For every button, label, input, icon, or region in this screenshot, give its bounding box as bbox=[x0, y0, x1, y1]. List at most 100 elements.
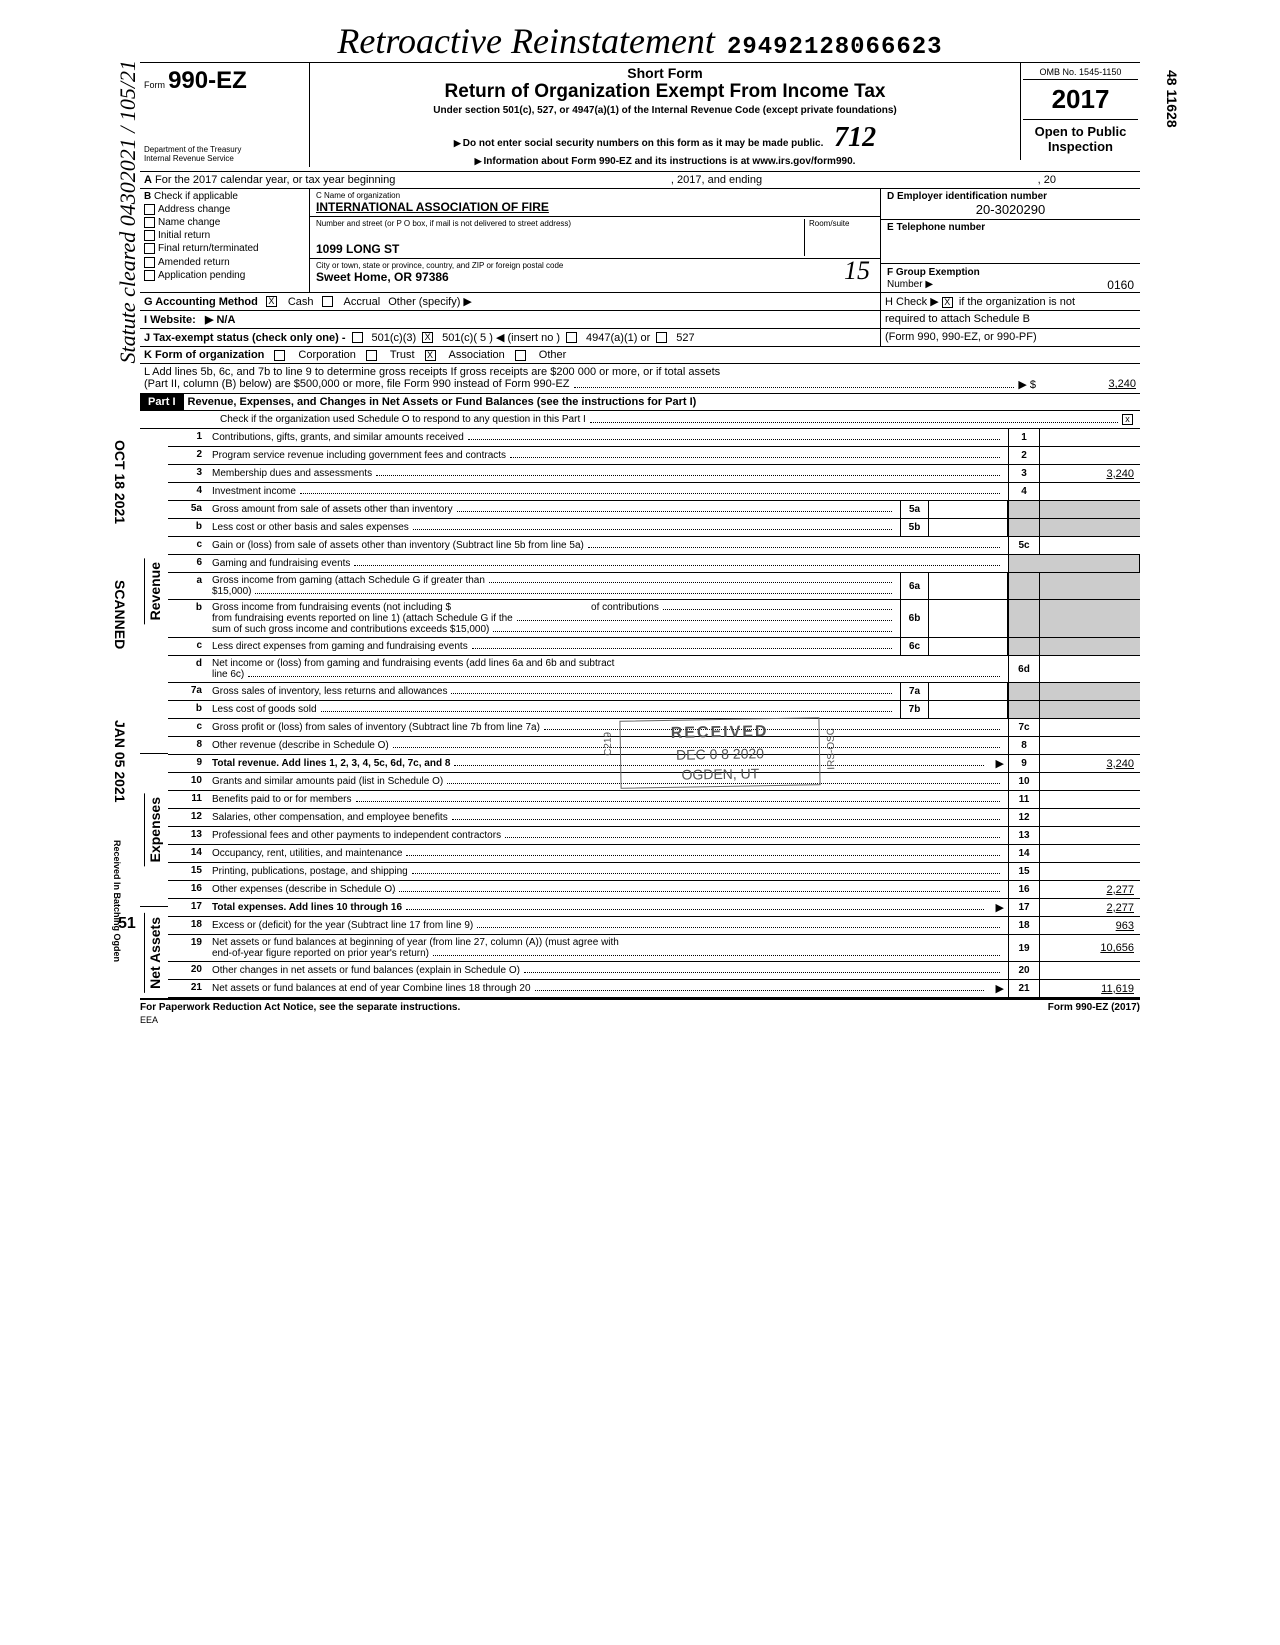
sub-line-box: 7b bbox=[900, 701, 928, 718]
label-website: I Website: bbox=[144, 314, 196, 326]
checkbox-501c3[interactable] bbox=[352, 332, 363, 343]
line-text: Investment income bbox=[208, 483, 1008, 500]
line-box-number: 11 bbox=[1008, 791, 1040, 808]
line-text: Total expenses. Add lines 10 through 16 bbox=[208, 899, 992, 916]
dept-irs: Internal Revenue Service bbox=[144, 154, 305, 163]
shaded-box bbox=[1008, 501, 1040, 518]
line-text: Net income or (loss) from gaming and fun… bbox=[208, 656, 1008, 682]
shaded-box bbox=[1008, 600, 1040, 637]
checkbox-initial-return[interactable] bbox=[144, 230, 155, 241]
line-number: 17 bbox=[168, 899, 208, 916]
inspection-label: Inspection bbox=[1048, 139, 1113, 154]
checkbox-527[interactable] bbox=[656, 332, 667, 343]
line-row: 5aGross amount from sale of assets other… bbox=[168, 501, 1140, 519]
checkbox-address-change[interactable] bbox=[144, 204, 155, 215]
line-row: 2Program service revenue including gover… bbox=[168, 447, 1140, 465]
short-form-label: Short Form bbox=[316, 65, 1014, 81]
checkbox-h[interactable]: X bbox=[942, 297, 953, 308]
checkbox-final-return[interactable] bbox=[144, 243, 155, 254]
line-amount: 11,619 bbox=[1040, 980, 1140, 997]
stamp-received: RECEIVED bbox=[631, 722, 809, 743]
checkbox-schedule-o[interactable]: x bbox=[1122, 414, 1133, 425]
checkbox-assoc[interactable]: X bbox=[425, 350, 436, 361]
label-501c3: 501(c)(3) bbox=[372, 332, 417, 344]
line-number: 9 bbox=[168, 755, 208, 772]
line-text: Total revenue. Add lines 1, 2, 3, 4, 5c,… bbox=[208, 755, 992, 772]
label-527: 527 bbox=[676, 332, 694, 344]
shaded-amount bbox=[1040, 501, 1140, 518]
label-app-pending: Application pending bbox=[158, 270, 245, 281]
label-initial-return: Initial return bbox=[158, 230, 210, 241]
checkbox-4947[interactable] bbox=[566, 332, 577, 343]
line-amount bbox=[1040, 845, 1140, 862]
line-text: Less cost or other basis and sales expen… bbox=[208, 519, 900, 536]
line-text: Other expenses (describe in Schedule O) bbox=[208, 881, 1008, 898]
line-row: 20Other changes in net assets or fund ba… bbox=[168, 962, 1140, 980]
checkbox-other-org[interactable] bbox=[515, 350, 526, 361]
line-text: Gain or (loss) from sale of assets other… bbox=[208, 537, 1008, 554]
line-amount bbox=[1040, 429, 1140, 446]
line-number: 12 bbox=[168, 809, 208, 826]
side-number-right: 48 11628 bbox=[1164, 70, 1180, 128]
checkbox-amended[interactable] bbox=[144, 257, 155, 268]
lines-grid: RECEIVED DEC 0 8 2020 OGDEN, UT C219 IRS… bbox=[140, 429, 1140, 1000]
line-number: 6 bbox=[168, 555, 208, 572]
checkbox-trust[interactable] bbox=[366, 350, 377, 361]
line-text: Net assets or fund balances at beginning… bbox=[208, 935, 1008, 961]
line-amount bbox=[1040, 827, 1140, 844]
line-box-number: 10 bbox=[1008, 773, 1040, 790]
checkbox-name-change[interactable] bbox=[144, 217, 155, 228]
line-j: J Tax-exempt status (check only one) - 5… bbox=[140, 329, 1140, 347]
shaded-box bbox=[1008, 638, 1040, 655]
line-box-number: 6d bbox=[1008, 656, 1040, 682]
line-number: b bbox=[168, 519, 208, 536]
line-l-arrow: ▶ $ bbox=[1018, 378, 1036, 391]
line-number: 15 bbox=[168, 863, 208, 880]
ssn-warning: Do not enter social security numbers on … bbox=[463, 138, 824, 149]
line-a-mid: , 2017, and ending bbox=[671, 174, 762, 186]
shaded-box bbox=[1008, 683, 1040, 700]
line-row: bGross income from fundraising events (n… bbox=[168, 600, 1140, 638]
line-text: Membership dues and assessments bbox=[208, 465, 1008, 482]
label-h-line3: (Form 990, 990-EZ, or 990-PF) bbox=[885, 331, 1037, 343]
label-name-change: Name change bbox=[158, 217, 220, 228]
line-amount: 10,656 bbox=[1040, 935, 1140, 961]
label-city: City or town, state or province, country… bbox=[316, 261, 874, 270]
part1-header: Part I Revenue, Expenses, and Changes in… bbox=[140, 394, 1140, 411]
label-group-number: Number ▶ bbox=[887, 279, 933, 290]
checkbox-corp[interactable] bbox=[274, 350, 285, 361]
label-org-name: C Name of organization bbox=[316, 191, 874, 200]
line-l-value: 3,240 bbox=[1036, 378, 1136, 391]
line-row: 12Salaries, other compensation, and empl… bbox=[168, 809, 1140, 827]
shaded-amount bbox=[1040, 638, 1140, 655]
label-ein: D Employer identification number bbox=[887, 191, 1134, 202]
line-row: 15Printing, publications, postage, and s… bbox=[168, 863, 1140, 881]
checkbox-501c[interactable]: X bbox=[422, 332, 433, 343]
line-amount: 2,277 bbox=[1040, 899, 1140, 916]
arrow-icon: ▶ bbox=[992, 901, 1008, 914]
line-text: Excess or (deficit) for the year (Subtra… bbox=[208, 917, 1008, 934]
line-l: L Add lines 5b, 6c, and 7b to line 9 to … bbox=[140, 364, 1140, 394]
main-title: Return of Organization Exempt From Incom… bbox=[316, 81, 1014, 103]
line-text: Gross amount from sale of assets other t… bbox=[208, 501, 900, 518]
line-text: Occupancy, rent, utilities, and maintena… bbox=[208, 845, 1008, 862]
line-row: 16Other expenses (describe in Schedule O… bbox=[168, 881, 1140, 899]
form-header: Form 990-EZ Department of the Treasury I… bbox=[140, 62, 1140, 172]
line-box-number: 4 bbox=[1008, 483, 1040, 500]
part1-check-text: Check if the organization used Schedule … bbox=[220, 414, 586, 425]
stamp-side2: IRS-OSC bbox=[826, 728, 838, 770]
checkbox-accrual[interactable] bbox=[322, 296, 333, 307]
label-cash: Cash bbox=[288, 296, 314, 308]
line-box-number: 8 bbox=[1008, 737, 1040, 754]
line-number: 4 bbox=[168, 483, 208, 500]
line-row: 14Occupancy, rent, utilities, and mainte… bbox=[168, 845, 1140, 863]
shaded-box bbox=[1008, 701, 1040, 718]
handwritten-side-note: Statute cleared 04302021 / 105/21 bbox=[115, 60, 141, 363]
arrow-icon: ▶ bbox=[992, 757, 1008, 770]
checkbox-cash[interactable]: X bbox=[266, 296, 277, 307]
line-text: Gross sales of inventory, less returns a… bbox=[208, 683, 900, 700]
checkbox-app-pending[interactable] bbox=[144, 270, 155, 281]
line-number: 14 bbox=[168, 845, 208, 862]
label-form-org: K Form of organization bbox=[144, 349, 264, 361]
group-exemption-value: 0160 bbox=[1107, 278, 1134, 292]
